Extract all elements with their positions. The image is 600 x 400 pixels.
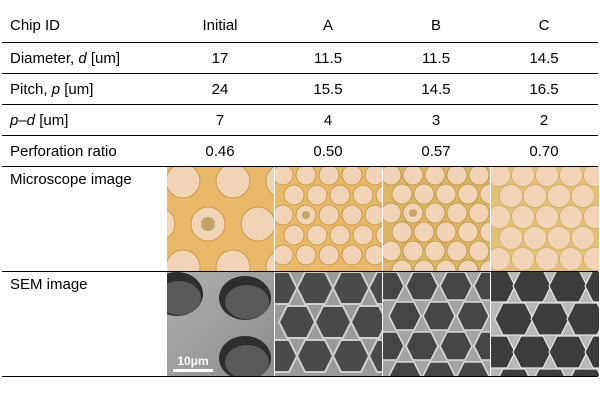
p-minus-d-a: 4: [323, 111, 333, 129]
scale-bar: 10μm: [173, 354, 213, 372]
p-minus-d-row: p–d [um] 7 4 3 2: [2, 104, 598, 135]
microscope-image-c: [490, 167, 599, 271]
chip-id-header: Chip ID: [10, 16, 61, 34]
perforation-ratio-b: 0.57: [421, 142, 451, 160]
perforation-ratio-row: Perforation ratio 0.46 0.50 0.57 0.70: [2, 135, 598, 166]
microscope-pattern-c: [491, 167, 599, 271]
pitch-row: Pitch, p [um] 24 15.5 14.5 16.5: [2, 73, 598, 104]
pitch-a: 15.5: [313, 80, 343, 98]
perforation-ratio-initial: 0.46: [205, 142, 235, 160]
microscope-image-initial: [166, 167, 275, 271]
diameter-b: 11.5: [421, 49, 451, 67]
diameter-label: Diameter, d [um]: [10, 49, 121, 67]
p-minus-d-c: 2: [539, 111, 549, 129]
diameter-c: 14.5: [529, 49, 559, 67]
p-minus-d-initial: 7: [215, 111, 225, 129]
sem-image-label: SEM image: [10, 276, 88, 293]
microscope-image-row: Microscope image: [2, 166, 599, 271]
perforation-ratio-label: Perforation ratio: [10, 142, 117, 160]
chip-table: Chip ID Initial A B C Diameter, d [um] 1…: [2, 8, 599, 377]
sem-pattern-c: [491, 272, 599, 376]
column-header-b: B: [430, 16, 441, 34]
microscope-pattern-initial: [167, 167, 275, 271]
microscope-pattern-b: [383, 167, 491, 271]
sem-image-row: SEM image: [2, 271, 599, 377]
column-header-c: C: [538, 16, 550, 34]
p-minus-d-label: p–d [um]: [10, 111, 69, 129]
diameter-a: 11.5: [313, 49, 343, 67]
sem-pattern-a: [275, 272, 383, 376]
column-header-initial: Initial: [202, 16, 238, 34]
microscope-image-label: Microscope image: [10, 171, 132, 188]
pitch-b: 14.5: [421, 80, 451, 98]
scale-bar-line: [173, 369, 213, 372]
sem-image-c: [490, 272, 599, 376]
sem-image-b: [382, 272, 491, 376]
pitch-c: 16.5: [529, 80, 559, 98]
p-minus-d-b: 3: [431, 111, 441, 129]
table-header-row: Chip ID Initial A B C: [2, 8, 598, 42]
column-header-a: A: [322, 16, 333, 34]
perforation-ratio-a: 0.50: [313, 142, 343, 160]
diameter-row: Diameter, d [um] 17 11.5 11.5 14.5: [2, 42, 598, 73]
microscope-pattern-a: [275, 167, 383, 271]
sem-pattern-b: [383, 272, 491, 376]
pitch-initial: 24: [211, 80, 229, 98]
scale-bar-label: 10μm: [177, 354, 209, 368]
microscope-image-a: [274, 167, 383, 271]
sem-image-initial: 10μm: [166, 272, 275, 376]
microscope-image-b: [382, 167, 491, 271]
sem-pattern-initial: [167, 272, 275, 376]
perforation-ratio-c: 0.70: [529, 142, 559, 160]
pitch-label: Pitch, p [um]: [10, 80, 94, 98]
sem-image-a: [274, 272, 383, 376]
diameter-initial: 17: [211, 49, 229, 67]
